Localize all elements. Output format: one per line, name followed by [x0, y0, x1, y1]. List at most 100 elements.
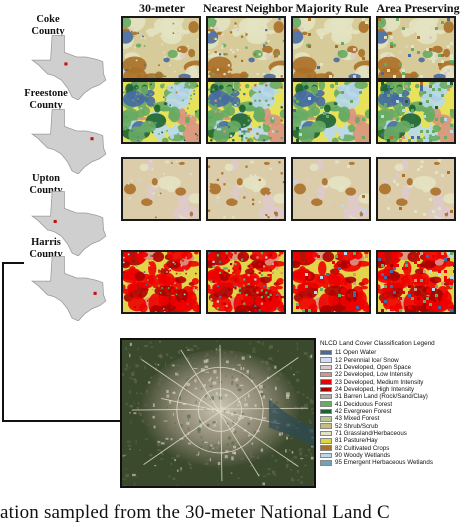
legend-item: 11 Open Water: [320, 349, 472, 356]
legend-swatch: [320, 386, 332, 393]
land-cover-tile-harris-1: [206, 250, 286, 314]
legend-label: 31 Barren Land (Rock/Sand/Clay): [335, 393, 428, 401]
land-cover-tile-freestone-2: [291, 80, 371, 144]
legend-swatch: [320, 401, 332, 407]
legend-swatch: [320, 438, 332, 444]
land-cover-tile-upton-2: [291, 157, 371, 221]
land-cover-tile-upton-1: [206, 157, 286, 221]
county-marker: [90, 137, 94, 141]
land-cover-tile-harris-3: [376, 250, 456, 314]
legend-item: 21 Developed, Open Space: [320, 364, 472, 371]
land-cover-tile-harris-2: [291, 250, 371, 314]
legend-item: 90 Woody Wetlands: [320, 452, 472, 459]
legend-item: 81 Pasture/Hay: [320, 437, 472, 444]
county-name-line: County: [29, 100, 63, 111]
legend-swatch: [320, 393, 332, 400]
county-name-line: Freestone: [24, 88, 68, 99]
legend-swatch: [320, 430, 332, 437]
legend-item: 42 Evergreen Forest: [320, 408, 472, 415]
land-cover-tile-upton-3: [376, 157, 456, 221]
legend-item: 31 Barren Land (Rock/Sand/Clay): [320, 393, 472, 400]
legend-swatch: [320, 423, 332, 429]
texas-map-freestone: [31, 109, 107, 174]
land-cover-tile-coke-1: [206, 16, 286, 80]
county-marker: [53, 219, 57, 223]
legend-swatch: [320, 445, 332, 451]
county-name-line: Upton: [31, 173, 60, 184]
legend-label: 11 Open Water: [335, 349, 377, 357]
legend-swatch: [320, 364, 332, 371]
texas-map-coke: [31, 35, 107, 100]
land-cover-tile-freestone-0: [121, 80, 201, 144]
land-cover-tile-coke-2: [291, 16, 371, 80]
legend-item: 22 Developed, Low Intensity: [320, 371, 472, 378]
county-name-line: Harris: [31, 237, 61, 248]
legend-label: 23 Developed, Medium Intensity: [335, 378, 424, 386]
legend-items: 11 Open Water 12 Perennial Ice/ Snow 21 De…: [320, 349, 472, 467]
texas-outline: [31, 35, 107, 100]
texas-map-upton: [31, 191, 107, 256]
legend-label: 82 Cultivated Crops: [335, 444, 390, 452]
legend-label: 52 Shrub/Scrub: [335, 422, 378, 430]
legend-item: 95 Emergent Herbaceous Wetlands: [320, 459, 472, 466]
legend-item: 71 Grassland/Herbaceous: [320, 430, 472, 437]
county-name-line: County: [31, 26, 65, 37]
land-cover-tile-harris-0: [121, 250, 201, 314]
legend-item: 24 Developed, High Intensity: [320, 386, 472, 393]
county-label-upton: Upton County: [10, 173, 82, 197]
legend-label: 22 Developed, Low Intensity: [335, 371, 413, 379]
legend-item: 82 Cultivated Crops: [320, 444, 472, 452]
county-name-line: County: [29, 249, 63, 260]
legend-label: 95 Emergent Herbaceous Wetlands: [335, 459, 433, 467]
legend-label: 90 Woody Wetlands: [335, 451, 391, 459]
figure-caption: ation sampled from the 30-meter National…: [0, 502, 390, 523]
land-cover-tile-coke-0: [121, 16, 201, 80]
legend-label: 12 Perennial Ice/ Snow: [335, 356, 399, 364]
county-marker: [64, 62, 68, 66]
legend-swatch: [320, 416, 332, 422]
texas-outline: [31, 191, 107, 256]
legend-item: 43 Mixed Forest: [320, 415, 472, 422]
county-label-coke: Coke County: [12, 14, 84, 38]
legend-title: NLCD Land Cover Classification Legend: [320, 340, 435, 347]
land-cover-tile-freestone-1: [206, 80, 286, 144]
legend-swatch: [320, 379, 332, 385]
land-cover-tile-coke-3: [376, 16, 456, 80]
legend-swatch: [320, 460, 332, 466]
legend-item: 41 Deciduous Forest: [320, 400, 472, 408]
texas-outline: [31, 256, 107, 321]
column-header-majority-rule: Majority Rule: [295, 1, 369, 15]
legend-swatch: [320, 371, 332, 378]
connector-line: [2, 262, 4, 422]
legend-label: 42 Evergreen Forest: [335, 407, 392, 415]
legend-label: 43 Mixed Forest: [335, 415, 380, 423]
legend-item: 23 Developed, Medium Intensity: [320, 378, 472, 386]
column-header-30-meter: 30-meter: [139, 1, 185, 15]
legend-label: 21 Developed, Open Space: [335, 363, 412, 371]
legend-item: 52 Shrub/Scrub: [320, 422, 472, 430]
legend-swatch: [320, 452, 332, 459]
legend-label: 81 Pasture/Hay: [335, 437, 378, 445]
legend: NLCD Land Cover Classification Legend 11…: [320, 340, 472, 467]
harris-satellite-image: [120, 338, 316, 488]
county-marker: [93, 291, 97, 295]
legend-label: 41 Deciduous Forest: [335, 400, 393, 408]
connector-line: [2, 262, 24, 264]
county-name-line: County: [29, 185, 63, 196]
legend-swatch: [320, 349, 332, 356]
legend-swatch: [320, 357, 332, 363]
column-header-area-preserving: Area Preserving: [376, 1, 460, 15]
connector-line: [2, 420, 120, 422]
land-cover-tile-freestone-3: [376, 80, 456, 144]
legend-label: 24 Developed, High Intensity: [335, 385, 415, 393]
county-label-freestone: Freestone County: [10, 88, 82, 112]
texas-map-harris: [31, 256, 107, 321]
legend-item: 12 Perennial Ice/ Snow: [320, 356, 472, 364]
legend-swatch: [320, 408, 332, 415]
land-cover-tile-upton-0: [121, 157, 201, 221]
column-header-nearest-neighbor: Nearest Neighbor: [203, 1, 294, 15]
legend-label: 71 Grassland/Herbaceous: [335, 429, 407, 437]
county-label-harris: Harris County: [10, 237, 82, 261]
texas-outline: [31, 109, 107, 174]
county-name-line: Coke: [36, 14, 60, 25]
